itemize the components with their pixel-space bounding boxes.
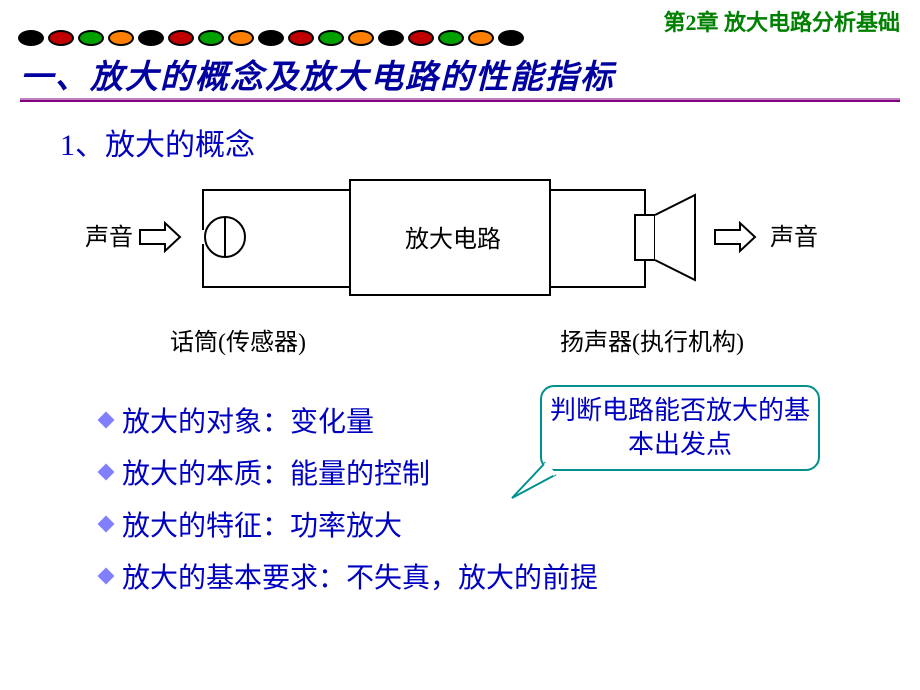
bead-icon [348,30,374,46]
bullet-text: 放大的基本要求：不失真，放大的前提 [122,556,598,596]
bead-icon [228,30,254,46]
callout-tail [510,453,570,513]
bullet-row: 放大的对象：变化量 [100,400,598,440]
bead-icon [258,30,284,46]
right-sound-label: 声音 [770,224,818,251]
diamond-icon [98,464,115,481]
amplifier-diagram: 声音 放大电路 声音 话筒(传感器) 扬声器(执行机构) [80,175,840,375]
bead-icon [438,30,464,46]
bead-icon [288,30,314,46]
bead-icon [108,30,134,46]
bead-icon [168,30,194,46]
section-header: 1、放大的概念 [60,120,255,164]
diamond-icon [98,568,115,585]
diamond-icon [98,412,115,429]
callout-text: 判断电路能否放大的基本出发点 [546,394,814,462]
bead-icon [48,30,74,46]
main-title: 一、放大的概念及放大电路的性能指标 [20,50,615,98]
bead-icon [468,30,494,46]
bead-icon [378,30,404,46]
bullet-text: 放大的对象：变化量 [122,400,374,440]
title-underline [20,98,900,102]
center-box-label: 放大电路 [405,226,501,253]
mic-label: 话筒(传感器) [170,329,306,356]
bead-icon [318,30,344,46]
bead-icon [408,30,434,46]
chapter-header: 第2章 放大电路分析基础 [663,5,900,37]
bead-icon [78,30,104,46]
bead-decoration [18,30,524,46]
diamond-icon [98,516,115,533]
speaker-label: 扬声器(执行机构) [560,329,744,356]
bullet-text: 放大的特征：功率放大 [122,504,402,544]
bead-icon [18,30,44,46]
bead-icon [138,30,164,46]
bead-icon [198,30,224,46]
bullet-row: 放大的基本要求：不失真，放大的前提 [100,556,598,596]
bullet-text: 放大的本质：能量的控制 [122,452,430,492]
left-sound-label: 声音 [85,224,133,251]
callout: 判断电路能否放大的基本出发点 [540,385,820,471]
bead-icon [498,30,524,46]
